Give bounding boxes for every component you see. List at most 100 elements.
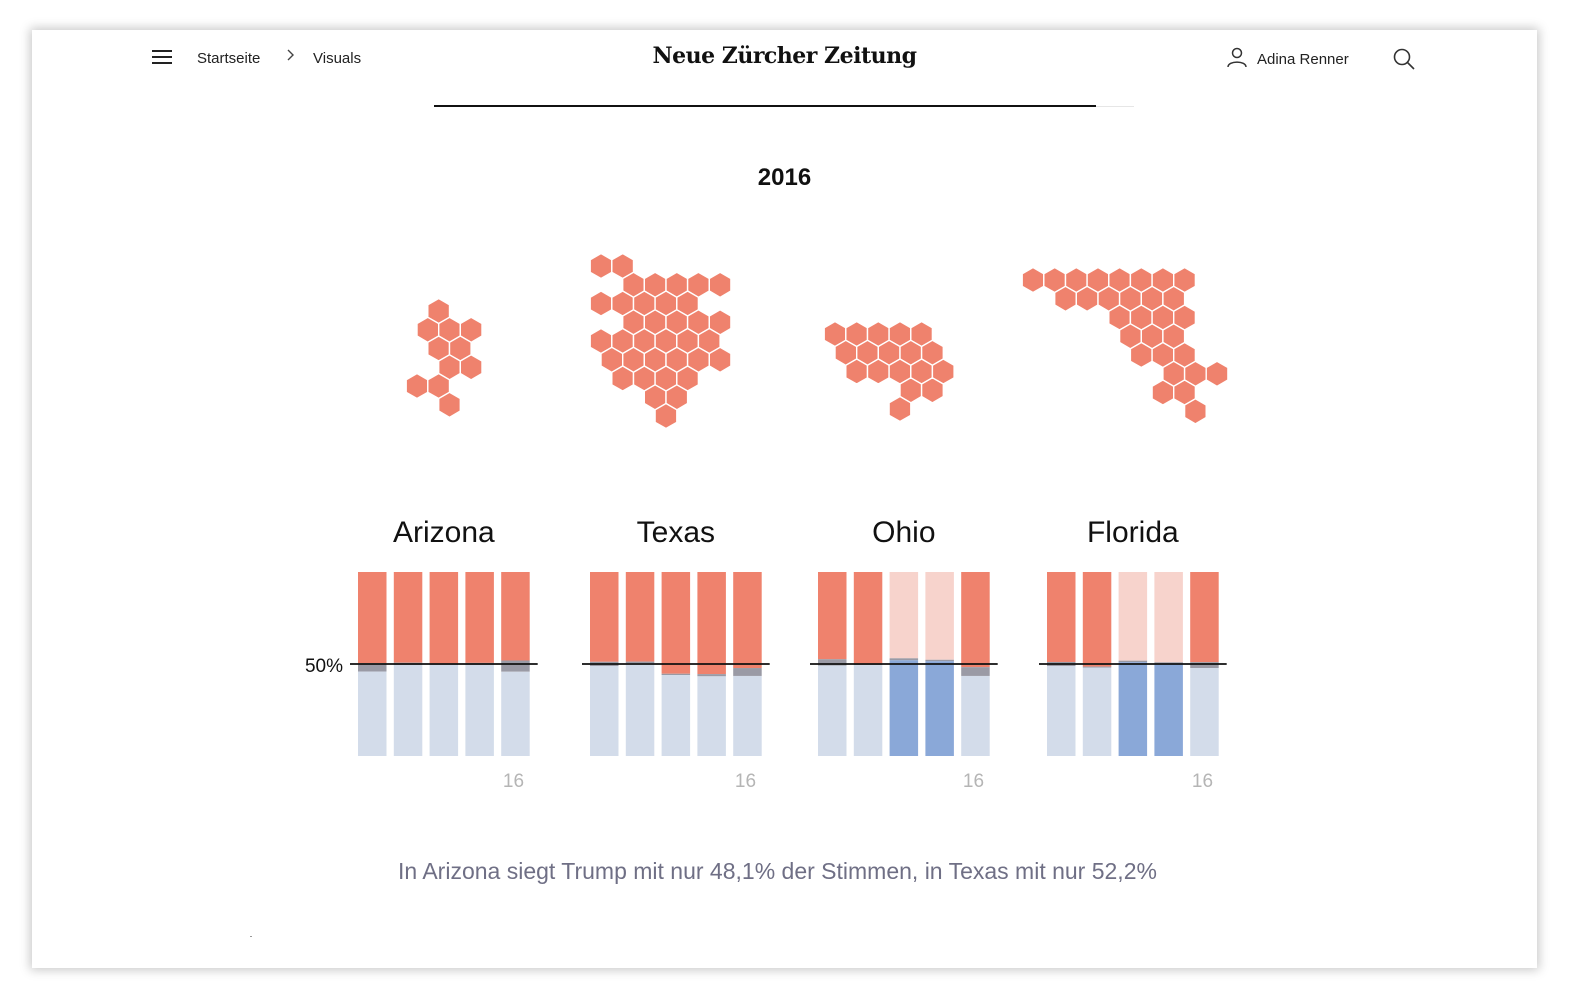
hex-arizona-7: [459, 353, 483, 381]
bar-arizona-4-dem: [465, 664, 494, 756]
hex-florida-0: [1021, 266, 1045, 294]
bar-florida-3-dem: [1118, 662, 1148, 756]
hex-florida-29: [1183, 397, 1207, 425]
bar-ohio-5-dem: [961, 675, 990, 756]
hex-ohio-11: [866, 358, 890, 385]
state-label-arizona: Arizona: [393, 516, 495, 549]
bar-arizona-2-rep: [393, 572, 423, 663]
hex-texas-7: [589, 290, 613, 317]
bar-texas-1-rep: [590, 572, 619, 662]
bar-texas-5-other: [733, 668, 762, 676]
bar-florida-5-rep: [1190, 572, 1219, 663]
search-icon[interactable]: [1392, 47, 1416, 76]
bar-ohio-1-other: [818, 659, 847, 666]
hex-ohio-10: [845, 358, 869, 385]
breadcrumb-visuals[interactable]: Visuals: [313, 50, 362, 67]
bar-florida-1-dem: [1047, 666, 1076, 756]
tick-label-ohio: 16: [963, 771, 984, 792]
hex-texas-29: [611, 365, 635, 392]
hex-texas-35: [654, 402, 678, 430]
bar-ohio-3-dem: [889, 660, 919, 756]
bar-ohio-4-dem: [925, 661, 954, 756]
hex-florida-27: [1151, 379, 1175, 406]
state-label-ohio: Ohio: [872, 516, 935, 549]
bar-arizona-1-dem: [358, 671, 387, 756]
bar-florida-2-rep: [1082, 572, 1112, 667]
bar-florida-3-rep: [1118, 572, 1148, 661]
hex-arizona-10: [438, 391, 461, 419]
bar-ohio-1-rep: [818, 572, 847, 660]
user-account-button[interactable]: Adina Renner: [1225, 46, 1349, 72]
bar-florida-3-other: [1118, 660, 1148, 663]
tick-label-florida: 16: [1192, 771, 1213, 792]
chart-caption: In Arizona siegt Trump mit nur 48,1% der…: [398, 858, 1157, 884]
state-label-florida: Florida: [1087, 516, 1179, 549]
bar-florida-4-rep: [1154, 572, 1183, 663]
reading-progress-fill: [434, 105, 1096, 107]
bar-arizona-5-other: [501, 660, 530, 672]
hex-texas-28: [708, 346, 732, 374]
year-title: 2016: [757, 164, 812, 191]
election-chart: Arizona 16 Texas 16 Ohio 16 Florida 16 50%: [305, 252, 1229, 792]
bar-texas-1-dem: [590, 666, 619, 756]
bar-florida-4-dem: [1154, 663, 1183, 756]
reading-progress-bar: [434, 105, 1134, 107]
bar-ohio-1-dem: [818, 665, 847, 756]
bar-texas-4-dem: [697, 676, 726, 756]
hex-ohio-17: [888, 395, 912, 423]
bar-texas-3-other: [661, 673, 691, 676]
hex-ohio-16: [920, 376, 944, 404]
bar-florida-4-other: [1154, 662, 1183, 664]
bar-arizona-3-dem: [429, 664, 459, 756]
page-frame: Startseite Visuals Neue Zürcher Zeitung …: [32, 30, 1537, 968]
bar-texas-2-dem: [625, 663, 655, 756]
hex-texas-6: [708, 271, 732, 299]
bar-arizona-1-rep: [358, 572, 387, 664]
bar-ohio-5-other: [961, 667, 990, 676]
bar-texas-2-rep: [625, 572, 655, 662]
site-logo[interactable]: Neue Zürcher Zeitung: [652, 43, 918, 69]
hex-florida-8: [1054, 285, 1078, 313]
user-icon: [1225, 45, 1249, 74]
bar-ohio-2-dem: [853, 665, 883, 756]
bar-arizona-3-rep: [429, 572, 459, 664]
bar-ohio-2-rep: [853, 572, 883, 664]
bar-arizona-4-rep: [465, 572, 494, 663]
bar-texas-3-dem: [661, 675, 691, 756]
divider-dot: [250, 936, 252, 937]
bar-texas-5-rep: [733, 572, 762, 669]
tick-label-arizona: 16: [503, 771, 524, 792]
hex-florida-21: [1129, 341, 1153, 369]
bar-texas-3-rep: [661, 572, 691, 674]
chevron-right-icon: [285, 48, 295, 67]
user-name: Adina Renner: [1257, 50, 1349, 68]
bar-texas-5-dem: [733, 675, 762, 756]
tick-label-texas: 16: [735, 771, 756, 792]
bar-florida-5-dem: [1190, 668, 1219, 756]
hex-florida-9: [1075, 285, 1099, 313]
bar-florida-1-rep: [1047, 572, 1076, 662]
bar-texas-2-other: [625, 661, 655, 664]
bar-arizona-2-dem: [393, 664, 423, 756]
hex-arizona-8: [405, 372, 429, 400]
bar-florida-2-dem: [1082, 667, 1112, 756]
bar-ohio-3-rep: [889, 572, 919, 659]
bar-ohio-4-rep: [925, 572, 954, 660]
site-header: Startseite Visuals Neue Zürcher Zeitung …: [32, 30, 1537, 90]
reference-label-50: 50%: [305, 656, 343, 677]
bar-ohio-5-rep: [961, 572, 990, 668]
bar-ohio-4-other: [925, 659, 954, 662]
bar-arizona-5-rep: [501, 572, 530, 661]
hex-florida-26: [1205, 360, 1229, 388]
bar-texas-4-rep: [697, 572, 726, 675]
bar-texas-4-other: [697, 674, 726, 677]
breadcrumb-startseite[interactable]: Startseite: [197, 50, 261, 67]
bar-arizona-5-dem: [501, 671, 530, 756]
bar-arizona-1-other: [358, 663, 387, 672]
bar-ohio-3-other: [889, 658, 919, 661]
hamburger-menu-icon[interactable]: [152, 50, 172, 66]
bar-florida-2-other: [1082, 666, 1112, 668]
hex-texas-0: [589, 252, 613, 280]
bar-florida-5-other: [1190, 662, 1219, 669]
state-label-texas: Texas: [637, 516, 715, 549]
